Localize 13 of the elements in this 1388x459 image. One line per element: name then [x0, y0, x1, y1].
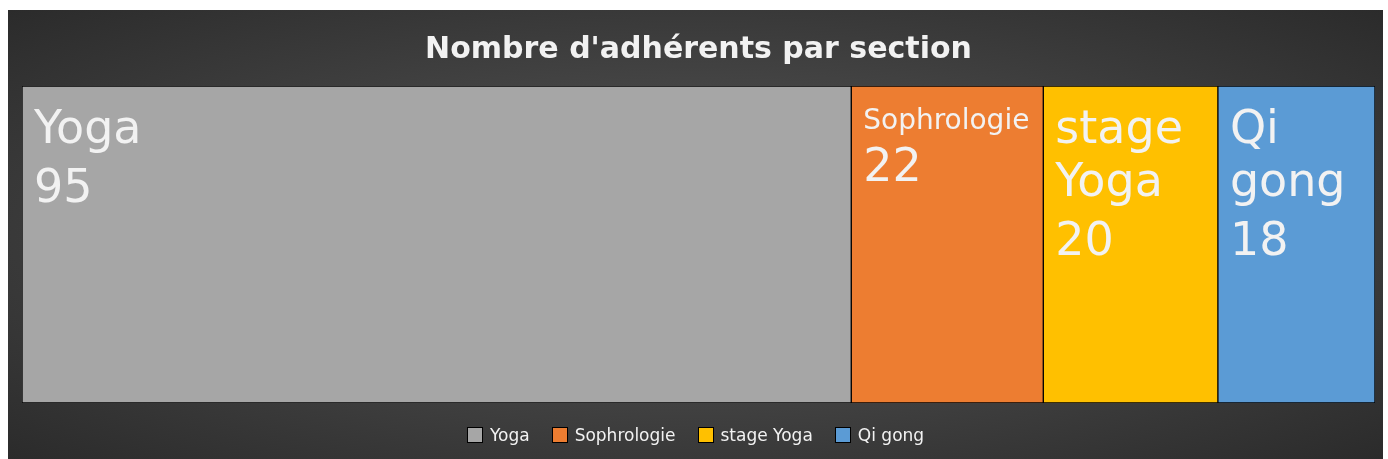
category-label: Qi gong [1229, 99, 1346, 207]
category-label: stage Yoga [1055, 99, 1183, 207]
data-label: 20 [1055, 211, 1114, 266]
category-label: Sophrologie [863, 103, 1030, 137]
category-label: stage Yoga [720, 425, 813, 445]
category-label: Sophrologie [574, 425, 676, 445]
data-label: 22 [863, 138, 922, 193]
data-label: 95 [34, 158, 93, 213]
text: Nombre d'adhérents par section [425, 29, 972, 65]
data-label: 18 [1229, 211, 1289, 266]
category-label: Yoga [489, 425, 530, 445]
category-label: Yoga [33, 99, 142, 154]
category-label: Qi gong [857, 425, 925, 445]
